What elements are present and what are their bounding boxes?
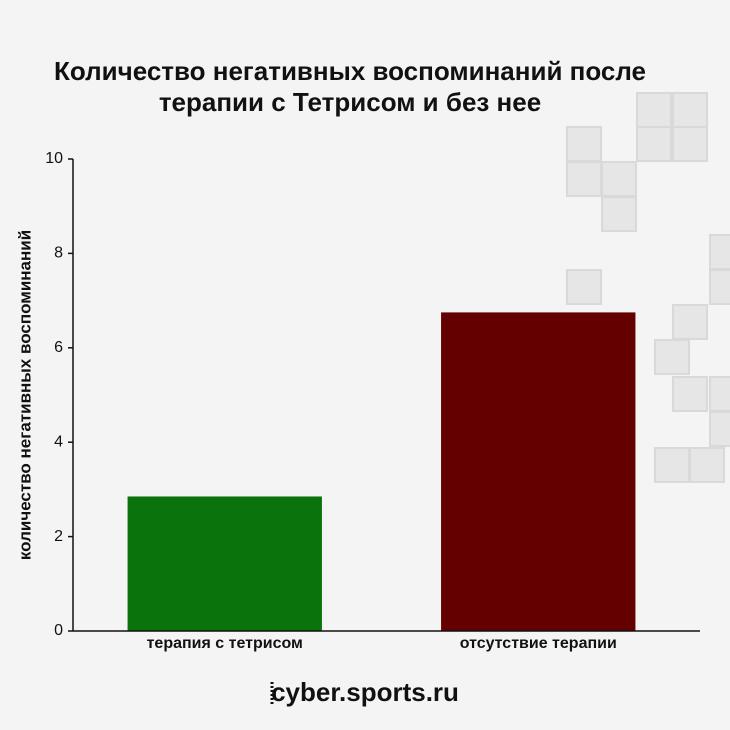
y-tick-label: 0 [54, 622, 63, 639]
x-tick-label: отсутствие терапии [460, 635, 617, 652]
y-axis-label: количество негативных воспоминаний [15, 230, 34, 560]
tetris-decoration [566, 92, 730, 483]
y-tick-label: 10 [45, 150, 63, 167]
y-tick-label: 2 [54, 528, 63, 545]
y-tick-label: 6 [54, 339, 63, 356]
y-tick-label: 4 [54, 433, 63, 450]
footer: cyber.sports.ru [271, 677, 459, 707]
bar [127, 496, 322, 631]
x-tick-label: терапия с тетрисом [147, 635, 303, 652]
y-tick-label: 8 [54, 245, 63, 262]
bar [441, 312, 636, 631]
chart-title: Количество негативных воспоминаний после… [54, 56, 646, 117]
